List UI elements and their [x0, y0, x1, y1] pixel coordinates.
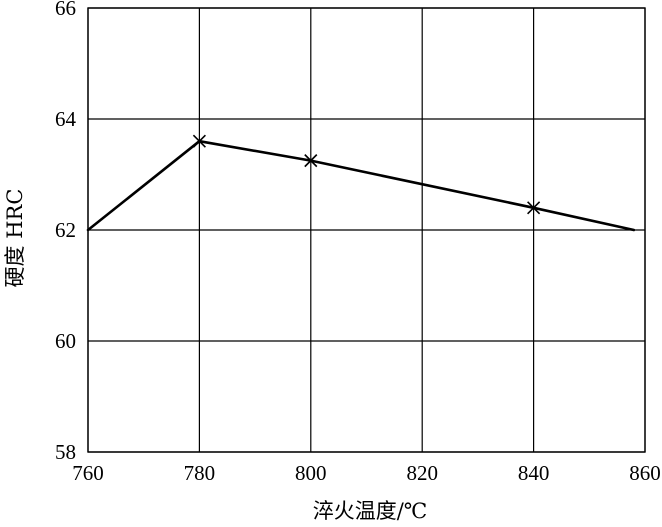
x-tick-label: 860 — [629, 461, 661, 485]
y-axis-title: 硬度 HRC — [3, 189, 27, 288]
x-axis-title: 淬火温度/℃ — [313, 499, 428, 523]
data-point-marker — [527, 201, 541, 215]
y-tick-label: 58 — [55, 440, 76, 464]
data-point-marker — [304, 154, 318, 168]
x-tick-label: 820 — [406, 461, 438, 485]
data-point-marker — [192, 134, 206, 148]
y-tick-label: 64 — [55, 107, 77, 131]
x-tick-label: 760 — [72, 461, 104, 485]
y-tick-label: 66 — [55, 0, 76, 20]
series-layer — [86, 134, 636, 232]
x-tick-label: 780 — [184, 461, 216, 485]
tick-labels: 760 780 800 820 840 860 58 60 62 64 66 — [55, 0, 661, 485]
grid — [87, 7, 646, 453]
series-line — [86, 139, 636, 232]
x-tick-label: 840 — [518, 461, 550, 485]
y-tick-label: 62 — [55, 218, 76, 242]
x-tick-label: 800 — [295, 461, 327, 485]
y-tick-label: 60 — [55, 329, 76, 353]
